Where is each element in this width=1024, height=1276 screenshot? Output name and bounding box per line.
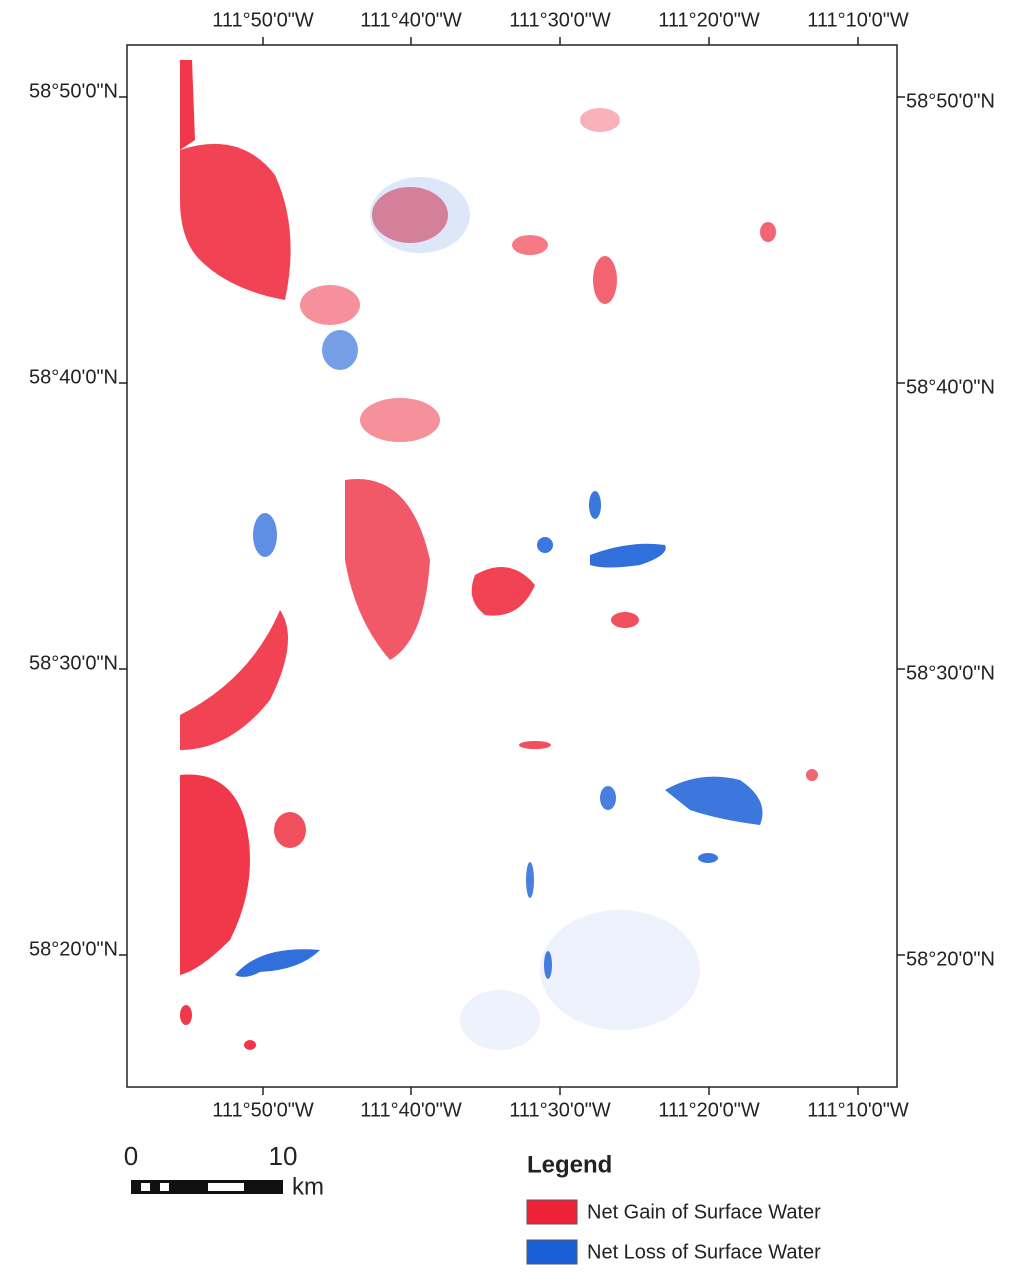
x-label-top: 111°30'0"W xyxy=(509,9,611,31)
water-change-area xyxy=(244,1040,256,1050)
legend-label: Net Loss of Surface Water xyxy=(587,1241,821,1263)
x-label-bottom: 111°30'0"W xyxy=(509,1099,611,1121)
map-frame xyxy=(126,44,898,1088)
water-change-area xyxy=(519,741,551,749)
legend-title: Legend xyxy=(527,1151,612,1178)
y-label-left: 58°50'0"N xyxy=(29,80,118,102)
water-change-area xyxy=(253,513,277,557)
scale-segment xyxy=(141,1183,150,1191)
water-change-area xyxy=(180,610,288,750)
water-change-area xyxy=(698,853,718,863)
scale-segment xyxy=(131,1180,283,1194)
water-change-area xyxy=(180,774,250,975)
water-change-area xyxy=(180,1005,192,1025)
x-label-bottom: 111°50'0"W xyxy=(212,1099,314,1121)
scale-segment xyxy=(160,1183,169,1191)
x-label-bottom: 111°20'0"W xyxy=(658,1099,760,1121)
legend-label: Net Gain of Surface Water xyxy=(587,1201,821,1223)
water-change-area xyxy=(611,612,639,628)
water-change-area xyxy=(544,951,552,979)
legend-swatch xyxy=(526,1239,578,1265)
water-change-area xyxy=(665,776,763,825)
water-change-area xyxy=(600,786,616,810)
water-change-area xyxy=(593,256,617,304)
water-change-area xyxy=(274,812,306,848)
y-label-right: 58°50'0"N xyxy=(906,90,995,112)
y-label-right: 58°40'0"N xyxy=(906,376,995,398)
water-change-area xyxy=(526,862,534,898)
water-change-area xyxy=(540,910,700,1030)
scale-bar xyxy=(131,1180,283,1194)
water-change-area xyxy=(360,398,440,442)
y-label-left: 58°40'0"N xyxy=(29,366,118,388)
x-label-top: 111°40'0"W xyxy=(360,9,462,31)
scale-label: 10 xyxy=(269,1141,298,1171)
water-change-area xyxy=(537,537,553,553)
water-change-area xyxy=(580,108,620,132)
x-label-bottom: 111°40'0"W xyxy=(360,1099,462,1121)
map-raster xyxy=(180,60,818,1050)
x-label-top: 111°10'0"W xyxy=(807,9,909,31)
x-label-top: 111°50'0"W xyxy=(212,9,314,31)
water-change-area xyxy=(760,222,776,242)
water-change-area xyxy=(345,479,430,660)
water-change-area xyxy=(589,491,601,519)
y-label-right: 58°30'0"N xyxy=(906,662,995,684)
water-change-area xyxy=(372,187,448,243)
water-change-area xyxy=(471,567,535,616)
water-change-area xyxy=(235,949,320,977)
water-change-area xyxy=(806,769,818,781)
water-change-area xyxy=(590,543,666,568)
x-label-top: 111°20'0"W xyxy=(658,9,760,31)
x-label-bottom: 111°10'0"W xyxy=(807,1099,909,1121)
legend-swatch xyxy=(526,1199,578,1225)
water-change-area xyxy=(300,285,360,325)
y-label-left: 58°20'0"N xyxy=(29,938,118,960)
water-change-area xyxy=(512,235,548,255)
scale-unit: km xyxy=(292,1173,324,1200)
scale-label: 0 xyxy=(124,1141,138,1171)
scale-segment xyxy=(208,1183,244,1191)
y-label-right: 58°20'0"N xyxy=(906,948,995,970)
water-change-area xyxy=(370,177,470,253)
water-change-area xyxy=(180,143,291,300)
y-label-left: 58°30'0"N xyxy=(29,652,118,674)
water-change-area xyxy=(180,60,195,150)
water-change-area xyxy=(460,990,540,1050)
water-change-area xyxy=(322,330,358,370)
